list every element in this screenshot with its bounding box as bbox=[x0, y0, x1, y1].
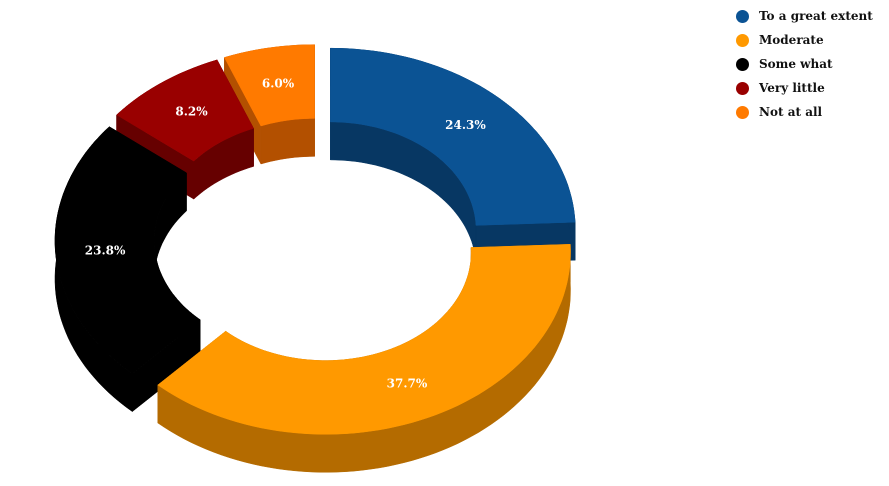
legend-item-moderate[interactable]: Moderate bbox=[736, 28, 873, 52]
legend-label: Not at all bbox=[759, 105, 823, 119]
legend-label: Very little bbox=[759, 81, 825, 95]
slice-some-what[interactable] bbox=[54, 126, 201, 374]
data-label-some-what: 23.8% bbox=[85, 244, 126, 258]
legend-swatch-icon bbox=[736, 57, 749, 71]
data-label-to-a-great-extent: 24.3% bbox=[445, 118, 486, 132]
legend-swatch-icon bbox=[736, 9, 749, 23]
legend-label: To a great extent bbox=[759, 9, 873, 23]
legend-item-to-a-great-extent[interactable]: To a great extent bbox=[736, 4, 873, 28]
legend-swatch-icon bbox=[736, 105, 749, 119]
slice-to-a-great-extent[interactable] bbox=[330, 47, 576, 226]
data-label-moderate: 37.7% bbox=[387, 377, 428, 391]
data-label-very-little: 8.2% bbox=[175, 105, 208, 119]
legend-label: Some what bbox=[759, 57, 833, 71]
legend-swatch-icon bbox=[736, 33, 749, 47]
legend: To a great extent Moderate Some what Ver… bbox=[736, 4, 873, 124]
slice-very-little[interactable] bbox=[116, 59, 254, 162]
legend-swatch-icon bbox=[736, 81, 749, 95]
slice-not-at-all[interactable] bbox=[224, 44, 315, 127]
slice-tops bbox=[54, 44, 576, 435]
legend-item-some-what[interactable]: Some what bbox=[736, 52, 873, 76]
legend-item-very-little[interactable]: Very little bbox=[736, 76, 873, 100]
legend-item-not-at-all[interactable]: Not at all bbox=[736, 100, 873, 124]
slice-moderate[interactable] bbox=[157, 244, 571, 435]
legend-label: Moderate bbox=[759, 33, 824, 47]
data-label-not-at-all: 6.0% bbox=[262, 77, 295, 91]
slice-labels: 24.3% 37.7% 23.8% 8.2% 6.0% bbox=[85, 77, 487, 391]
slice-inner-wall-not-at-all bbox=[260, 118, 315, 165]
